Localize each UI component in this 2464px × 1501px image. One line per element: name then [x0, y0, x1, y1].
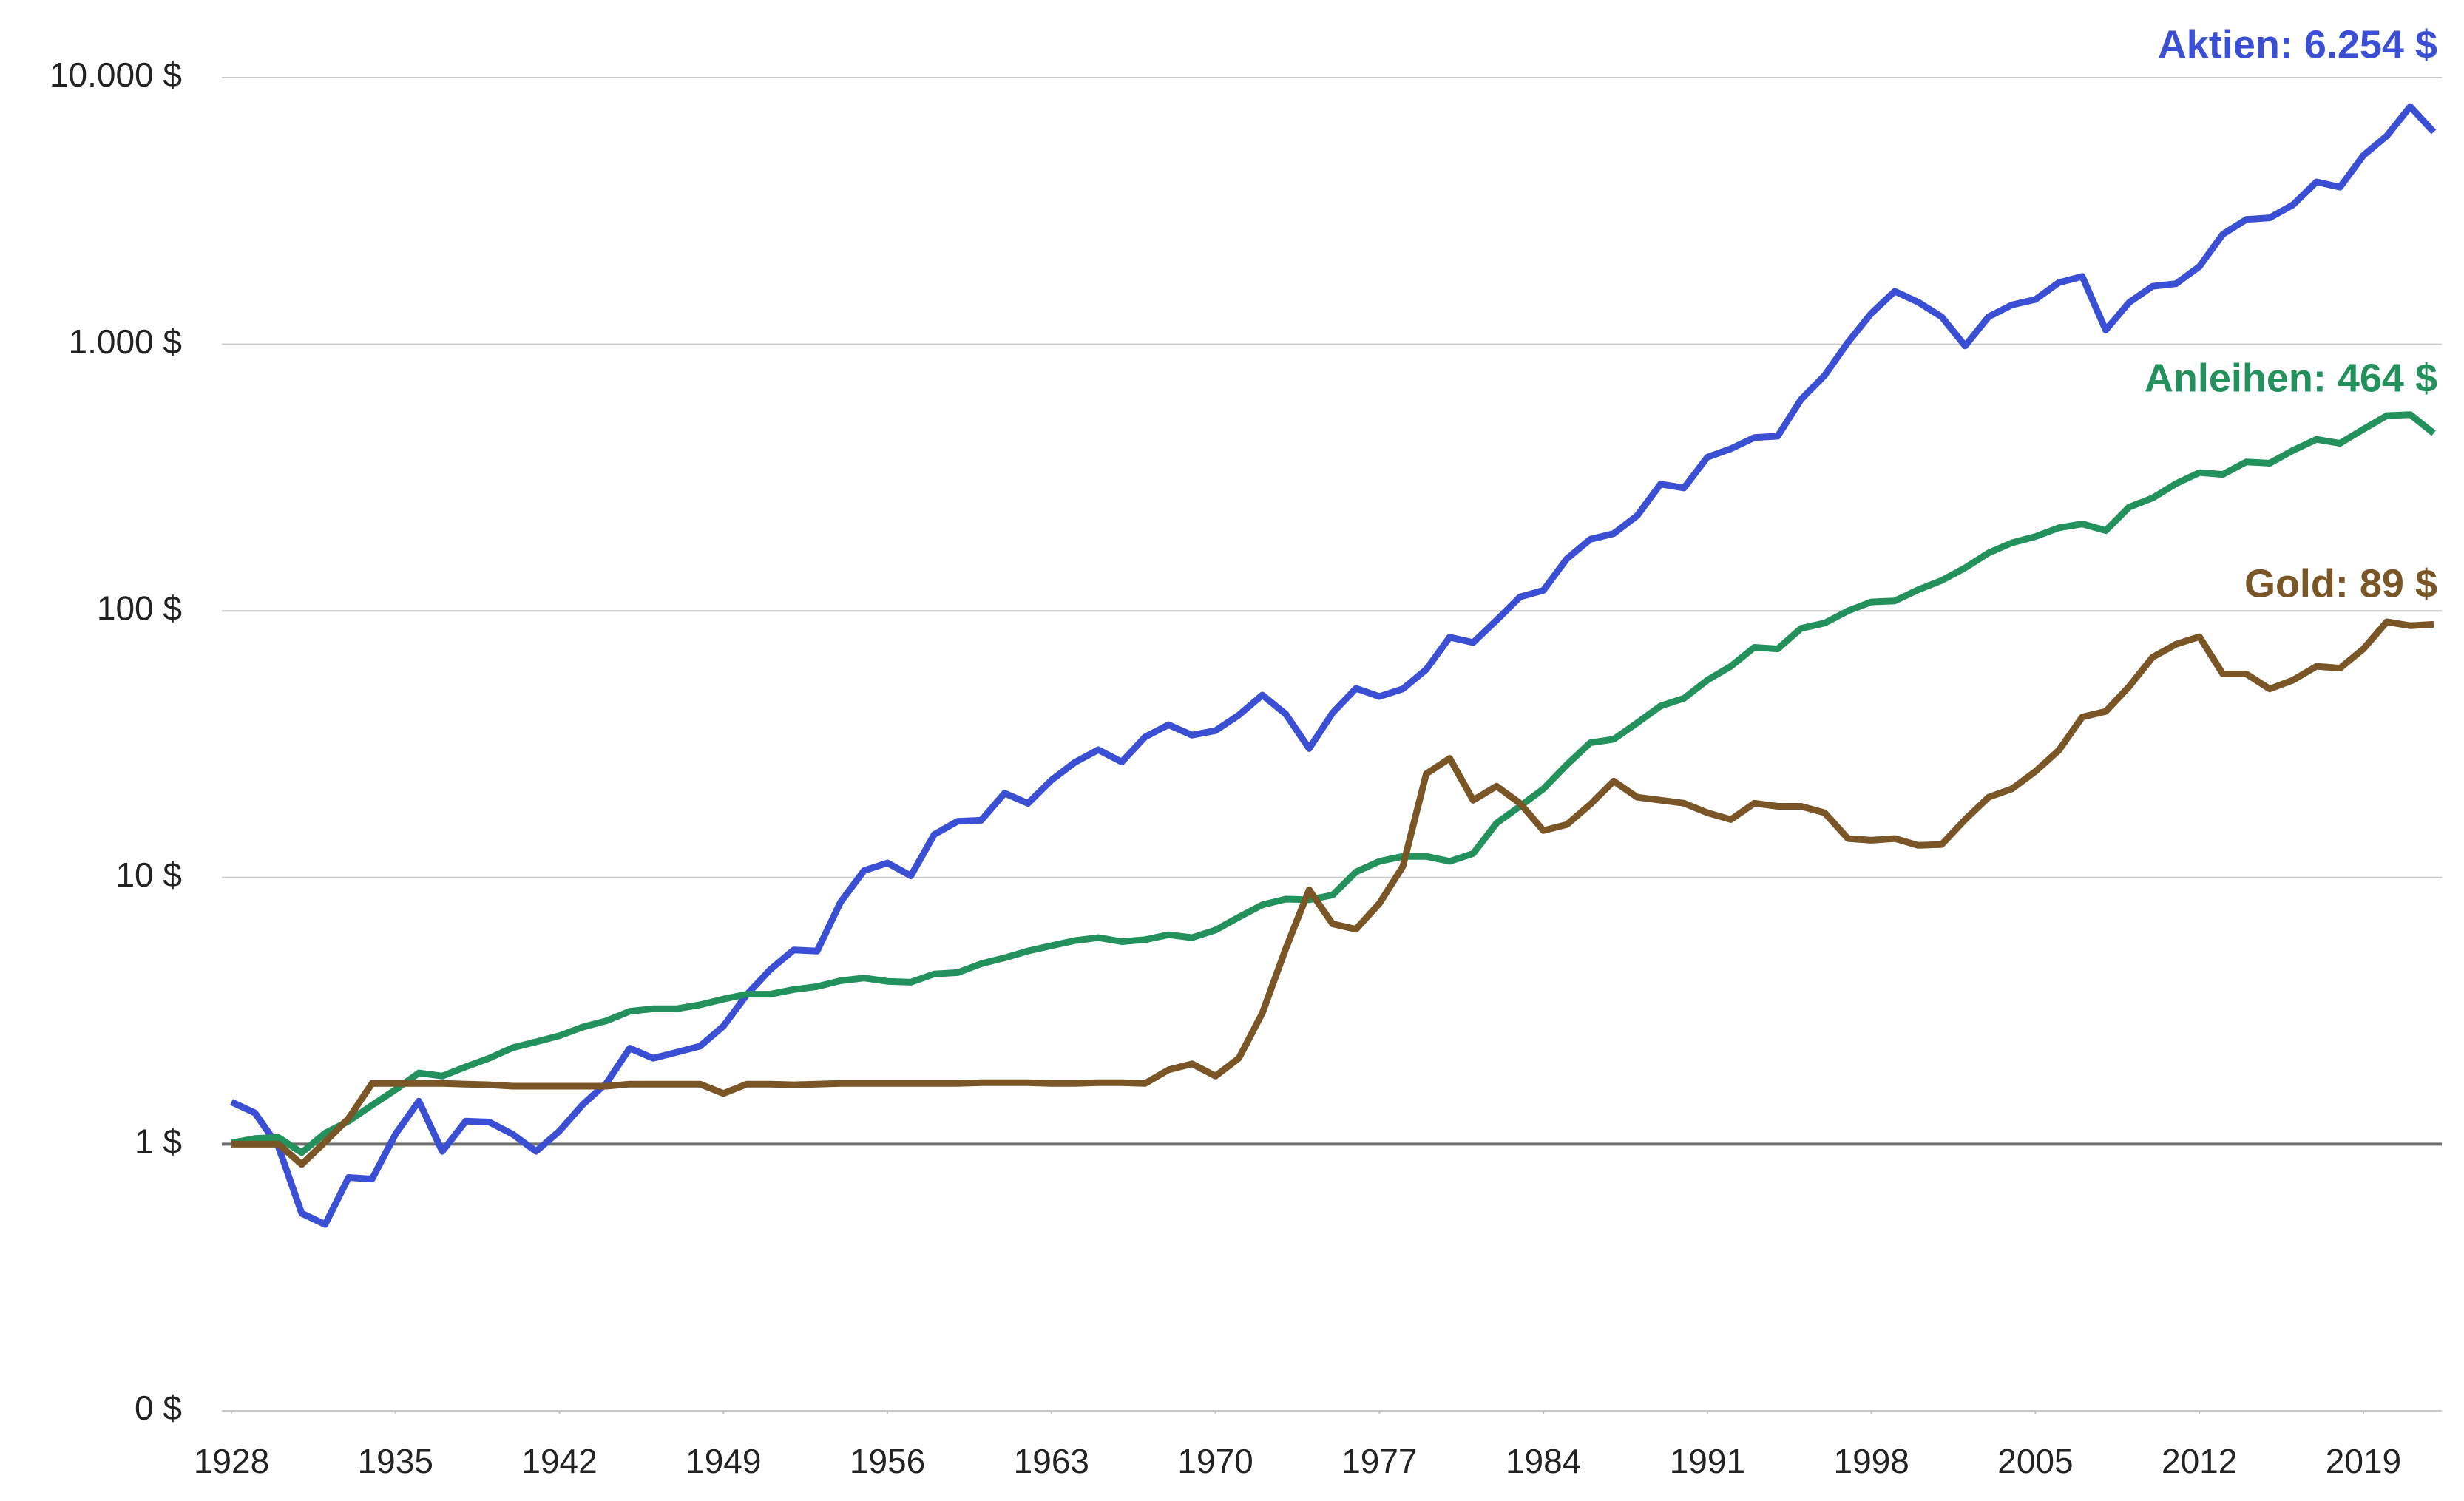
- x-tick-label: 1963: [1014, 1442, 1089, 1480]
- x-tick-label: 2019: [2326, 1442, 2401, 1480]
- x-tick-label: 1984: [1506, 1442, 1581, 1480]
- x-tick-label: 1970: [1177, 1442, 1253, 1480]
- y-tick-label: 100 $: [97, 589, 182, 627]
- y-tick-label: 10.000 $: [50, 55, 182, 94]
- x-tick-label: 1956: [850, 1442, 925, 1480]
- x-tick-label: 1998: [1833, 1442, 1909, 1480]
- series-end-label: Anleihen: 464 $: [2145, 356, 2437, 400]
- x-tick-label: 1977: [1341, 1442, 1417, 1480]
- x-tick-label: 1935: [358, 1442, 433, 1480]
- series-line: [231, 411, 2436, 1156]
- y-tick-label: 1 $: [135, 1122, 182, 1161]
- series-line: [231, 618, 2434, 1168]
- series-end-label: Aktien: 6.254 $: [2158, 22, 2437, 67]
- x-tick-label: 1949: [686, 1442, 761, 1480]
- x-tick-label: 2005: [1997, 1442, 2073, 1480]
- y-tick-label: 10 $: [115, 855, 182, 894]
- y-tick-label: 0 $: [135, 1389, 182, 1427]
- x-tick-label: 1928: [194, 1442, 269, 1480]
- series-line: [230, 103, 2437, 1228]
- series-end-label: Gold: 89 $: [2244, 561, 2437, 606]
- x-tick-label: 2012: [2162, 1442, 2237, 1480]
- y-tick-label: 1.000 $: [69, 322, 182, 361]
- x-tick-label: 1942: [521, 1442, 597, 1480]
- x-tick-label: 1991: [1670, 1442, 1745, 1480]
